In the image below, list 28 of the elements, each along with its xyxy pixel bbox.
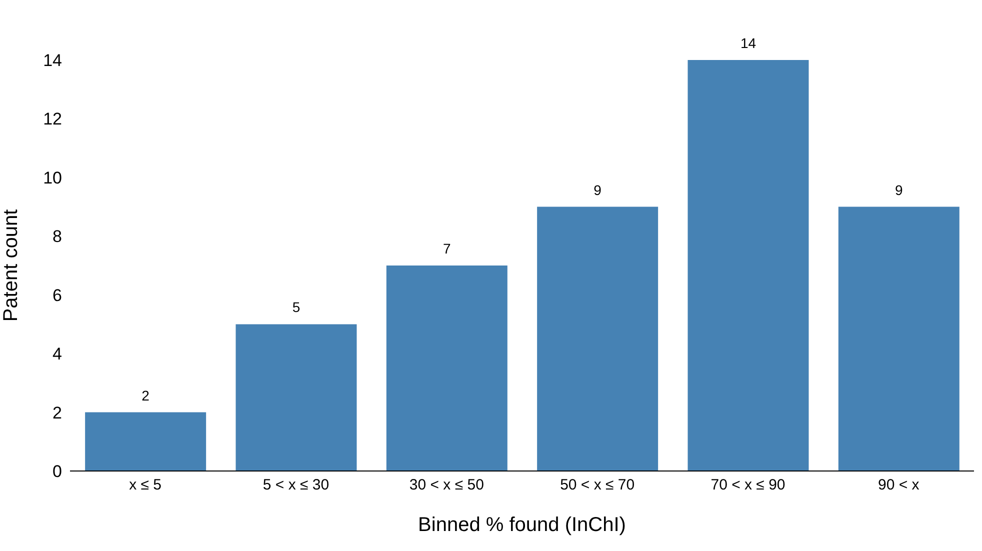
y-tick-label: 0: [52, 462, 62, 482]
x-tick-label: x ≤ 5: [129, 476, 162, 494]
x-axis-title: Binned % found (InChI): [418, 514, 626, 536]
bar: [85, 412, 206, 471]
data-label: 7: [443, 240, 451, 256]
y-tick-label: 12: [43, 110, 62, 129]
y-tick-label: 4: [52, 344, 62, 364]
bar: [838, 206, 960, 471]
x-tick-label: 30 < x ≤ 50: [409, 476, 484, 494]
x-tick-label: 50 < x ≤ 70: [560, 476, 635, 494]
y-tick-label: 14: [43, 51, 62, 70]
data-label: 9: [594, 182, 602, 198]
bar: [236, 324, 357, 471]
bar: [386, 266, 508, 471]
data-label: 2: [142, 387, 150, 404]
y-tick-label: 6: [52, 286, 62, 305]
bar: [537, 206, 658, 471]
data-label: 14: [740, 35, 756, 51]
y-tick-label: 8: [52, 227, 62, 246]
y-tick-label: 10: [43, 168, 62, 188]
y-tick-label: 2: [52, 403, 62, 422]
data-label: 9: [895, 182, 903, 198]
x-tick-label: 5 < x ≤ 30: [262, 476, 330, 494]
data-label: 5: [292, 299, 300, 316]
x-tick-label: 90 < x: [878, 476, 920, 494]
x-tick-label: 70 < x ≤ 90: [710, 476, 786, 494]
y-axis-title: Patent count: [0, 208, 22, 322]
bar: [688, 60, 809, 471]
